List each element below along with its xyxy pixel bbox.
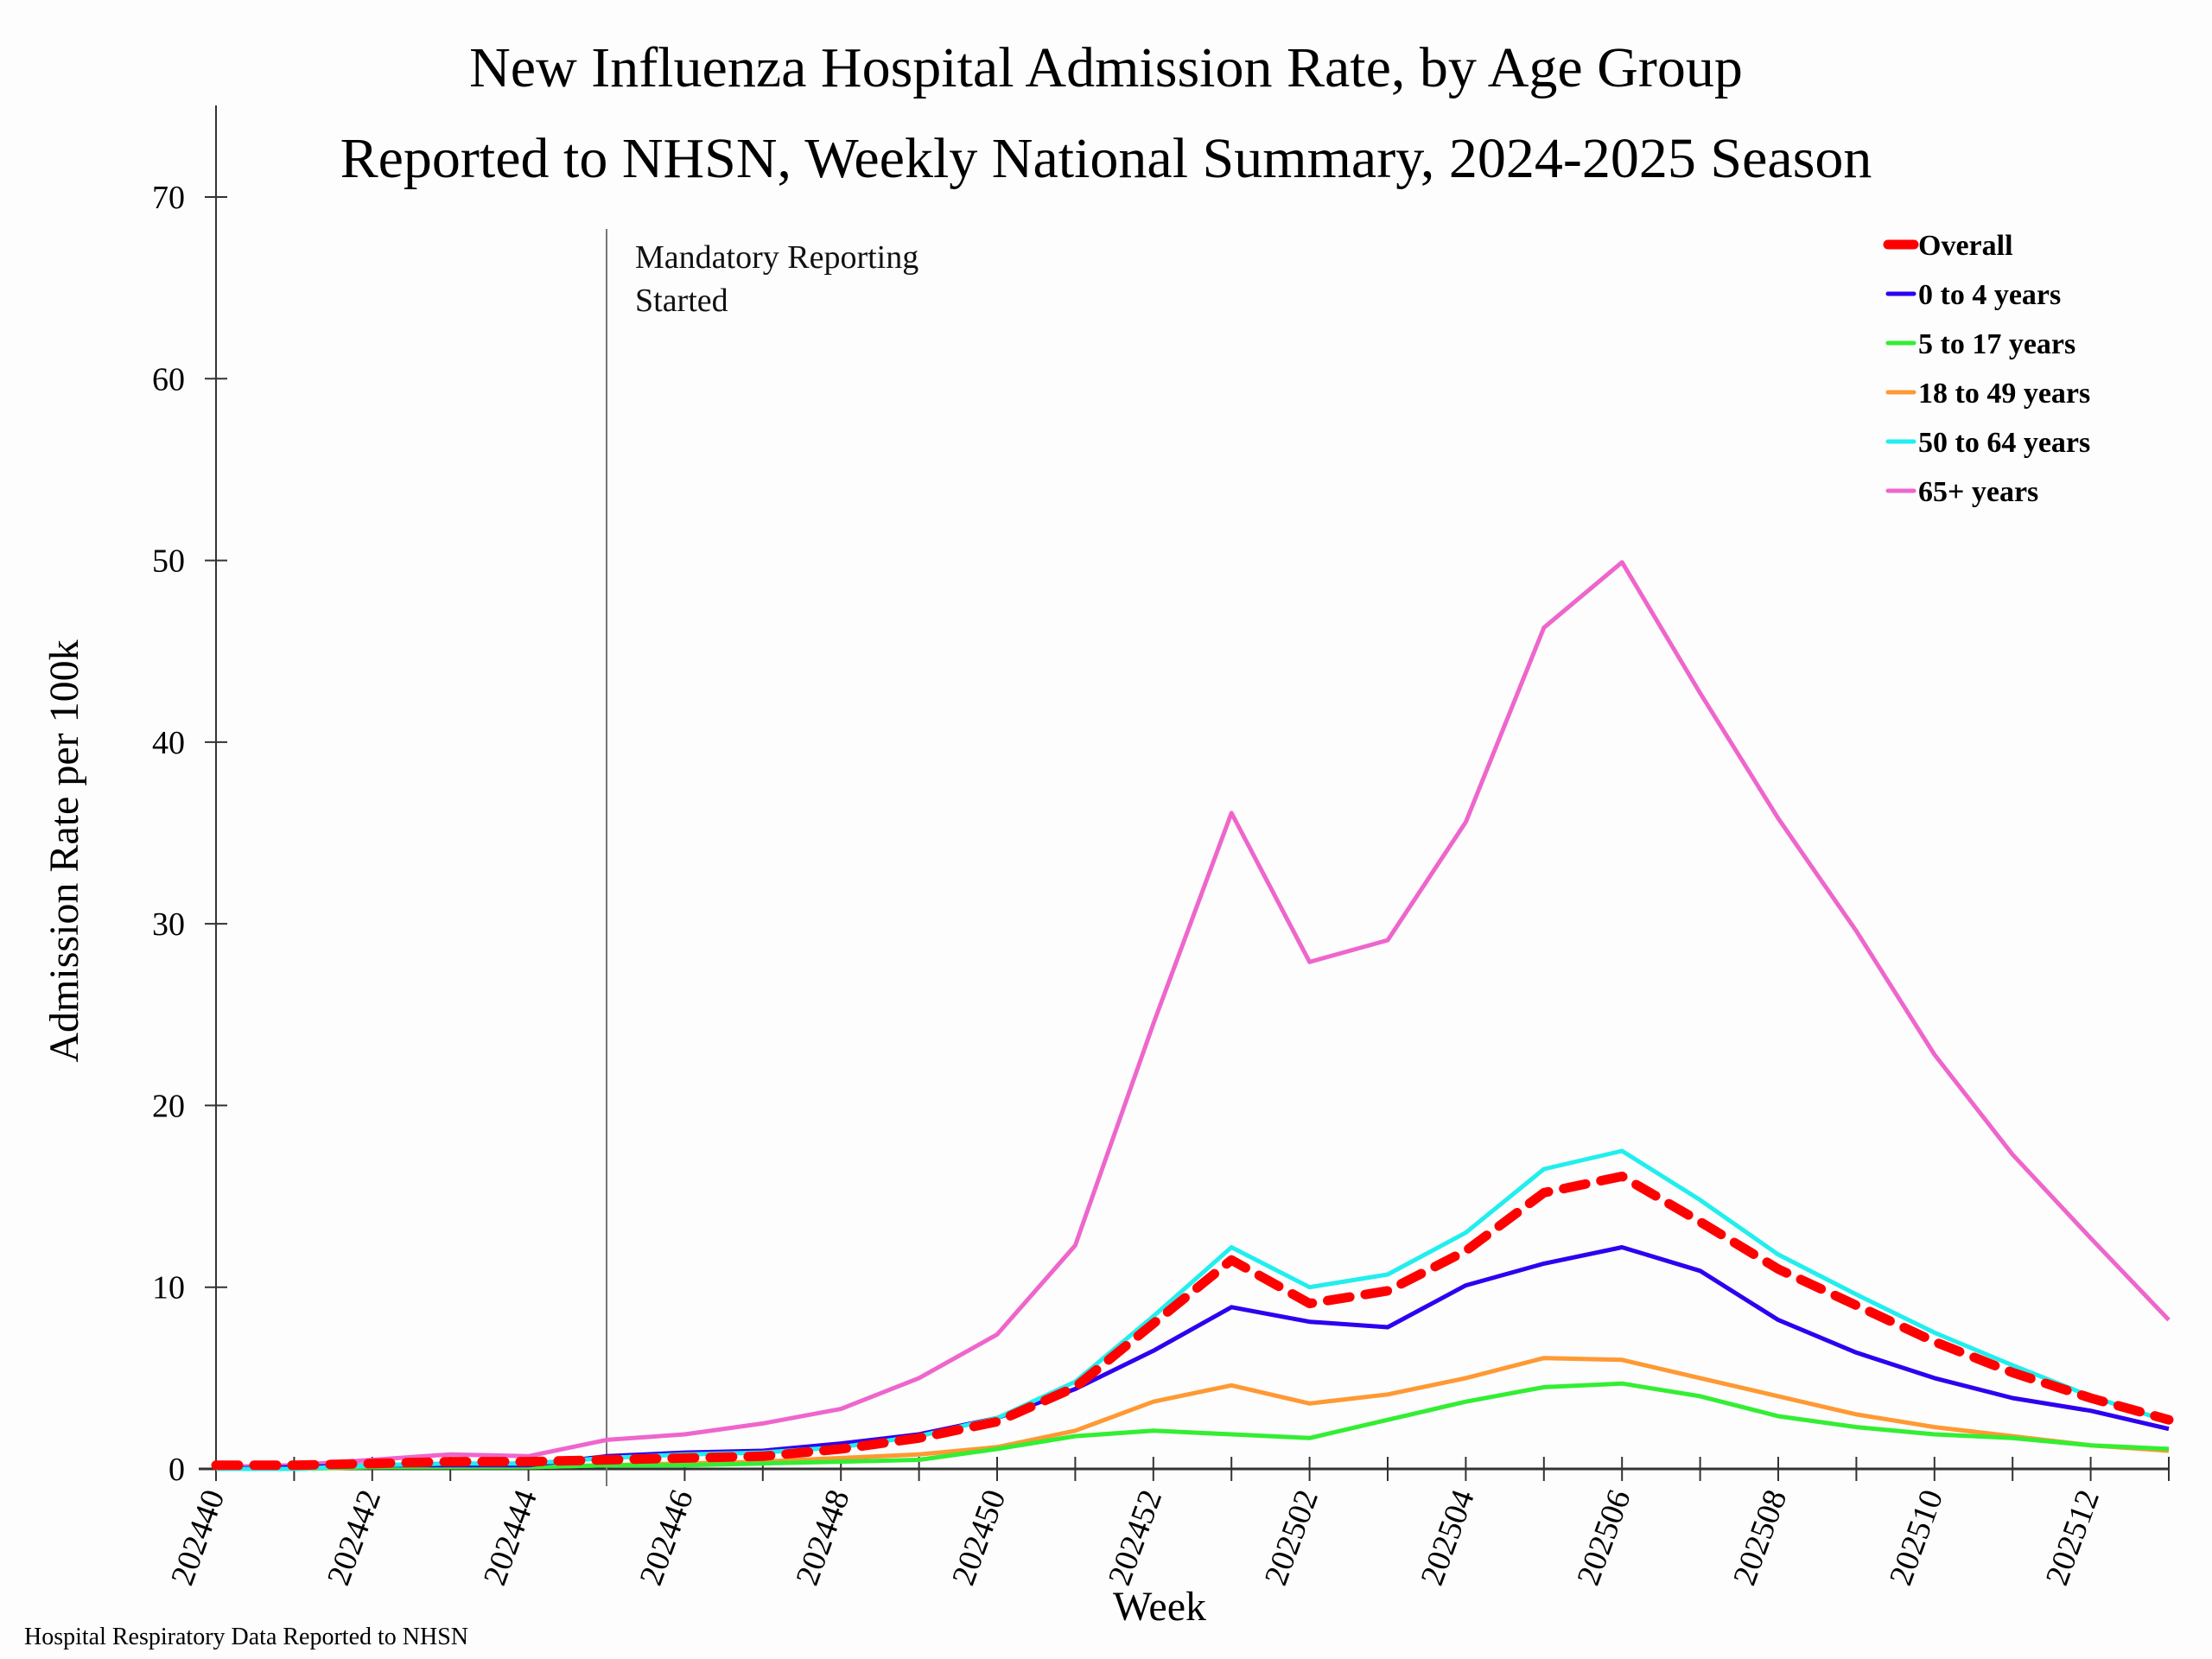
x-tick-label: 202442 <box>321 1485 388 1590</box>
series-line <box>216 1381 2170 1471</box>
legend-item: 50 to 64 years <box>1885 427 2090 459</box>
legend-item: 18 to 49 years <box>1885 378 2090 410</box>
x-tick-label: 202510 <box>1883 1485 1950 1590</box>
series-line <box>211 1171 2174 1471</box>
x-tick-label: 202444 <box>477 1485 544 1590</box>
chart-title: New Influenza Hospital Admission Rate, b… <box>469 36 1743 99</box>
x-tick-label: 202446 <box>632 1485 700 1590</box>
annotation-line-1: Mandatory Reporting <box>635 239 918 276</box>
x-tick-label: 202502 <box>1258 1485 1325 1590</box>
x-tick-label: 202450 <box>945 1485 1013 1590</box>
y-tick-label: 60 <box>152 361 185 397</box>
x-tick-label: 202504 <box>1414 1485 1481 1590</box>
legend-label: 5 to 17 years <box>1918 328 2075 360</box>
legend-item: 5 to 17 years <box>1885 328 2075 360</box>
source-note: Hospital Respiratory Data Reported to NH… <box>24 1624 468 1650</box>
x-axis-title: Week <box>1113 1584 1206 1630</box>
series-18-to-49-years <box>215 1356 2170 1471</box>
y-tick-label: 70 <box>152 180 185 216</box>
x-axis: 202440 202442 202444 202446 202448 202450 2024… <box>164 1457 2170 1590</box>
y-tick-label: 0 <box>168 1452 185 1488</box>
y-axis-title: Admission Rate per 100k <box>41 639 87 1062</box>
series-line <box>215 560 2171 1470</box>
legend: Overall 0 to 4 years 5 to 17 years 18 to 49… <box>1883 230 2090 508</box>
y-tick-label: 40 <box>152 725 185 761</box>
x-tick-label: 202512 <box>2039 1485 2107 1590</box>
x-tick-label: 202448 <box>789 1485 856 1590</box>
annotation-line-2: Started <box>635 283 728 319</box>
mandatory-reporting-annotation: Mandatory Reporting Started <box>606 229 918 1486</box>
legend-item: 65+ years <box>1885 476 2038 508</box>
series-overall <box>211 1171 2174 1471</box>
legend-label: 0 to 4 years <box>1918 279 2061 311</box>
x-tick-label: 202452 <box>1102 1485 1169 1590</box>
legend-label: 65+ years <box>1918 476 2038 508</box>
y-axis: 0 10 20 30 40 50 60 70 <box>152 105 227 1488</box>
y-tick-label: 30 <box>152 906 185 943</box>
legend-label: 18 to 49 years <box>1918 378 2090 410</box>
x-tick-label: 202440 <box>164 1485 232 1590</box>
legend-label: 50 to 64 years <box>1918 427 2090 459</box>
x-tick-label: 202506 <box>1570 1485 1637 1590</box>
y-tick-label: 10 <box>152 1270 185 1306</box>
legend-item: Overall <box>1883 230 2013 262</box>
legend-item: 0 to 4 years <box>1885 279 2061 311</box>
y-tick-label: 20 <box>152 1088 185 1124</box>
series-layer <box>211 560 2174 1471</box>
series-line <box>216 1356 2170 1471</box>
x-tick-label: 202508 <box>1726 1485 1794 1590</box>
legend-label: Overall <box>1918 230 2013 262</box>
chart-subtitle: Reported to NHSN, Weekly National Summar… <box>340 127 1872 190</box>
y-tick-label: 50 <box>152 543 185 580</box>
